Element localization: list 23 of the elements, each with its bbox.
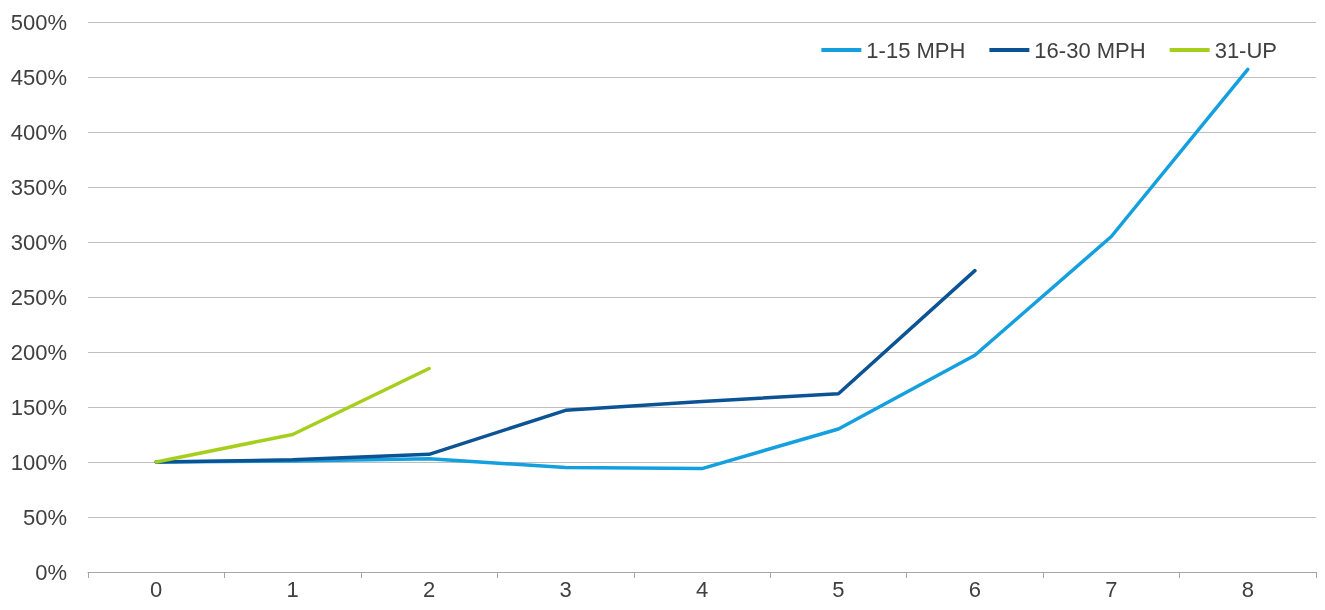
y-tick-label: 100% [10, 449, 67, 475]
y-tick-label: 350% [10, 174, 67, 200]
y-tick-label: 500% [10, 9, 67, 35]
x-tick-label: 5 [832, 576, 845, 602]
y-tick-label: 50% [22, 504, 67, 530]
y-tick-label: 0% [35, 559, 67, 585]
x-tick-label: 3 [559, 576, 572, 602]
x-tick-label: 4 [695, 576, 709, 602]
y-tick-label: 400% [10, 119, 67, 145]
legend-label: 1-15 MPH [866, 37, 966, 63]
x-tick-label: 0 [150, 576, 163, 602]
y-tick-label: 450% [10, 64, 67, 90]
legend-label: 31-UP [1214, 37, 1277, 63]
legend-label: 16-30 MPH [1034, 37, 1146, 63]
y-tick-label: 300% [10, 229, 67, 255]
x-tick-label: 2 [422, 576, 436, 602]
y-tick-label: 250% [10, 284, 67, 310]
x-tick-label: 1 [286, 576, 299, 602]
x-tick-label: 8 [1241, 576, 1254, 602]
y-tick-label: 200% [10, 339, 67, 365]
x-tick-label: 7 [1105, 576, 1118, 602]
x-tick-label: 6 [968, 576, 982, 602]
y-tick-label: 150% [10, 394, 67, 420]
